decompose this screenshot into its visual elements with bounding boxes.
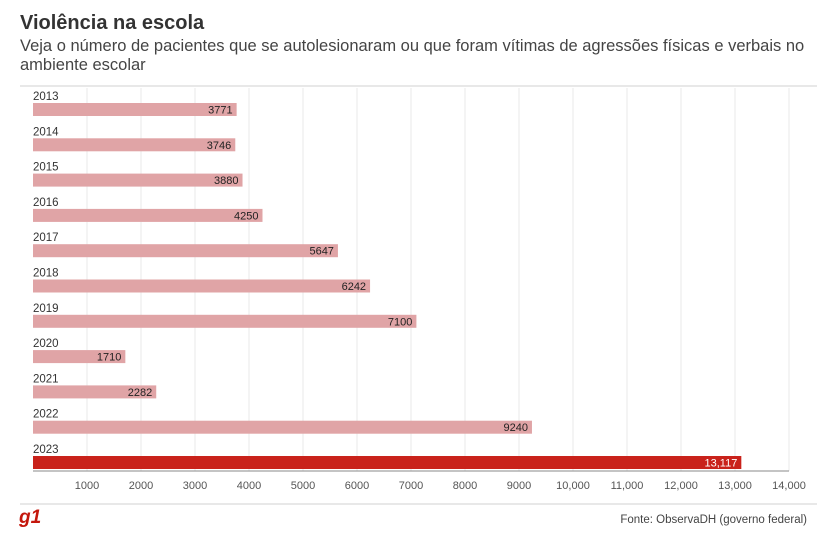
category-label: 2017: [33, 232, 59, 244]
category-label: 2020: [33, 338, 59, 350]
value-label: 3771: [208, 105, 232, 117]
value-label: 13,117: [704, 458, 737, 470]
chart-title: Violência na escola: [20, 12, 205, 34]
x-tick-label: 2000: [129, 480, 153, 492]
x-tick-label: 11,000: [611, 480, 644, 492]
x-tick-label: 1000: [75, 480, 99, 492]
category-label: 2021: [33, 373, 59, 385]
source-note: Fonte: ObservaDH (governo federal): [620, 514, 807, 526]
value-label: 4250: [234, 210, 258, 222]
bar: [33, 456, 742, 469]
category-label: 2013: [33, 91, 59, 103]
x-tick-label: 8000: [453, 480, 477, 492]
x-tick-label: 10,000: [556, 480, 590, 492]
category-label: 2018: [33, 268, 59, 280]
category-label: 2023: [33, 444, 59, 456]
category-label: 2014: [33, 126, 59, 138]
bar: [33, 244, 338, 258]
category-label: 2019: [33, 303, 59, 315]
bar: [33, 103, 237, 116]
x-tick-label: 9000: [507, 480, 531, 492]
value-label: 9240: [503, 422, 527, 434]
chart-subtitle: Veja o número de pacientes que se autole…: [20, 37, 805, 74]
value-label: 3746: [207, 140, 231, 152]
bar: [33, 420, 532, 434]
x-tick-label: 4000: [237, 480, 261, 492]
x-tick-label: 13,000: [718, 480, 752, 492]
value-label: 3880: [214, 175, 238, 187]
value-label: 1710: [97, 352, 121, 364]
value-label: 6242: [342, 281, 366, 293]
bar: [33, 173, 243, 187]
value-label: 2282: [128, 387, 152, 399]
bar: [33, 208, 263, 222]
value-label: 5647: [309, 246, 333, 258]
bar: [33, 279, 371, 293]
category-label: 2016: [33, 197, 59, 209]
bar: [33, 314, 417, 328]
x-tick-label: 12,000: [664, 480, 698, 492]
x-tick-label: 5000: [291, 480, 315, 492]
category-label: 2015: [33, 162, 59, 174]
x-tick-label: 3000: [183, 480, 207, 492]
category-label: 2022: [33, 409, 59, 421]
g1-logo: g1: [19, 507, 42, 528]
bar: [33, 350, 126, 364]
bar: [33, 385, 157, 399]
value-label: 7100: [388, 316, 412, 328]
x-tick-label: 6000: [345, 480, 369, 492]
bar: [33, 138, 236, 152]
x-tick-label: 14,000: [772, 480, 806, 492]
x-tick-label: 7000: [399, 480, 423, 492]
